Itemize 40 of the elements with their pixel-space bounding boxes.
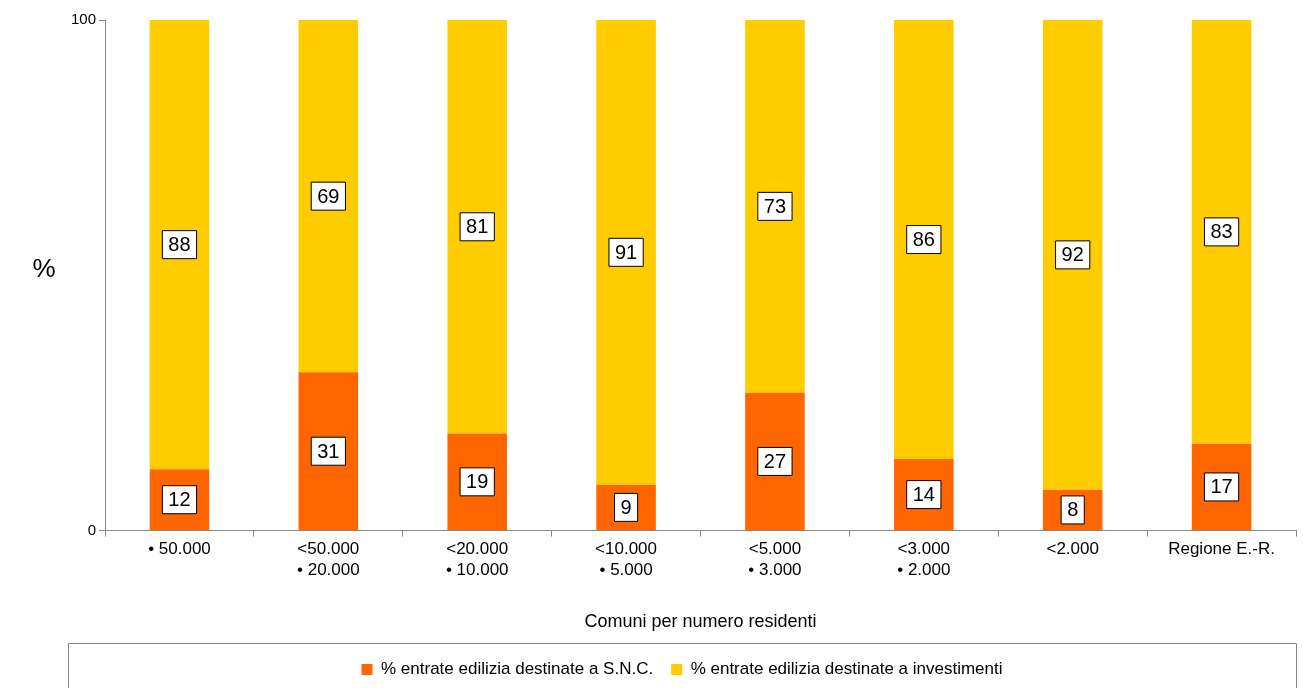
- bar: [298, 20, 359, 373]
- x-tick-label: Regione E.-R.: [1168, 539, 1275, 559]
- y-tick-label: 100: [71, 10, 97, 28]
- data-label: 9: [620, 495, 632, 518]
- y-axis-title: %: [32, 253, 56, 284]
- bar: [596, 20, 656, 485]
- y-tick-label: 0: [87, 520, 97, 538]
- data-label: 8: [1067, 498, 1079, 521]
- bar: [447, 20, 507, 434]
- legend-label: % entrate edilizia destinate a investimenti: [690, 659, 1003, 679]
- x-tick-label: <50.000 • 20.000: [297, 539, 360, 579]
- bar: [1042, 20, 1103, 490]
- data-label: 91: [614, 240, 638, 263]
- data-label: 69: [317, 184, 340, 207]
- data-label: 88: [168, 233, 191, 256]
- x-axis-title: Comuni per numero residenti: [584, 611, 817, 632]
- data-label: 73: [763, 194, 787, 217]
- data-label: 86: [912, 228, 935, 251]
- x-tick-label: • 50.000: [148, 539, 211, 559]
- bar: [745, 20, 805, 393]
- data-label: 17: [1210, 475, 1233, 498]
- x-tick-label: <3.000 • 2.000: [897, 539, 951, 579]
- data-label: 27: [763, 449, 787, 472]
- data-label: 31: [317, 439, 340, 462]
- data-label: 14: [912, 483, 935, 506]
- x-tick-label: <10.000 • 5.000: [595, 539, 658, 579]
- bar: [298, 372, 359, 531]
- bar: [745, 392, 805, 531]
- legend-label: % entrate edilizia destinate a S.N.C.: [381, 659, 654, 679]
- bar: [149, 20, 210, 470]
- x-tick-label: <20.000 • 10.000: [445, 539, 509, 579]
- bar: [894, 20, 954, 460]
- x-tick-label: <2.000: [1046, 539, 1099, 559]
- data-label: 81: [466, 215, 489, 238]
- data-label: 83: [1210, 220, 1233, 243]
- data-label: 92: [1061, 243, 1084, 266]
- data-label: 12: [168, 488, 191, 511]
- bar: [1191, 20, 1252, 444]
- data-label: 19: [466, 470, 489, 493]
- x-tick-label: <5.000 • 3.000: [748, 539, 802, 579]
